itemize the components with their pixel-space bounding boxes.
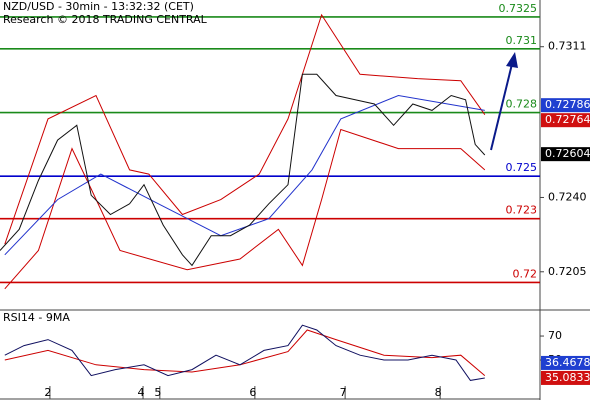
- price-tag-label: 35.0833: [545, 371, 590, 384]
- price-tag-label: 0.72604: [545, 147, 590, 160]
- price-tag: [541, 147, 590, 162]
- chart-title: NZD/USD - 30min - 13:32:32 (CET): [3, 0, 194, 13]
- price-tag-label: 36.4678: [545, 356, 590, 369]
- y-tick-label: 70: [548, 329, 562, 342]
- series-line: [0, 73, 486, 267]
- forecast-arrow: [490, 63, 513, 151]
- level-label: 0.728: [506, 98, 538, 111]
- price-tag: [541, 98, 590, 113]
- price-tag-label: 0.72764: [545, 113, 590, 126]
- x-tick-label: 8: [435, 386, 442, 399]
- level-label: 0.731: [506, 34, 538, 47]
- level-label: 0.725: [506, 161, 538, 174]
- x-tick-label: 5: [154, 386, 161, 399]
- level-label: 0.72: [513, 267, 538, 280]
- price-tag: [541, 370, 590, 385]
- level-label: 0.7325: [499, 2, 538, 15]
- series-line: [4, 324, 485, 381]
- chart-subtitle: Research © 2018 TRADING CENTRAL: [3, 13, 208, 26]
- price-tag-label: 0.72786: [545, 98, 590, 111]
- forecast-arrow-head: [506, 52, 518, 68]
- series-line: [4, 329, 486, 376]
- y-tick-label: 0.7205: [548, 265, 587, 278]
- x-tick-label: 6: [249, 386, 256, 399]
- series-line: [4, 13, 486, 245]
- level-label: 0.723: [506, 204, 538, 217]
- series-line: [4, 128, 486, 290]
- y-tick-label: 0.7311: [548, 40, 587, 53]
- y-tick-label: 0.7240: [548, 190, 587, 203]
- x-tick-label: 4: [138, 386, 145, 399]
- price-tag: [541, 113, 590, 128]
- x-tick-label: 7: [340, 386, 347, 399]
- price-tag: [541, 355, 590, 370]
- indicator-title: RSI14 - 9MA: [3, 311, 70, 324]
- x-tick-label: 2: [44, 386, 51, 399]
